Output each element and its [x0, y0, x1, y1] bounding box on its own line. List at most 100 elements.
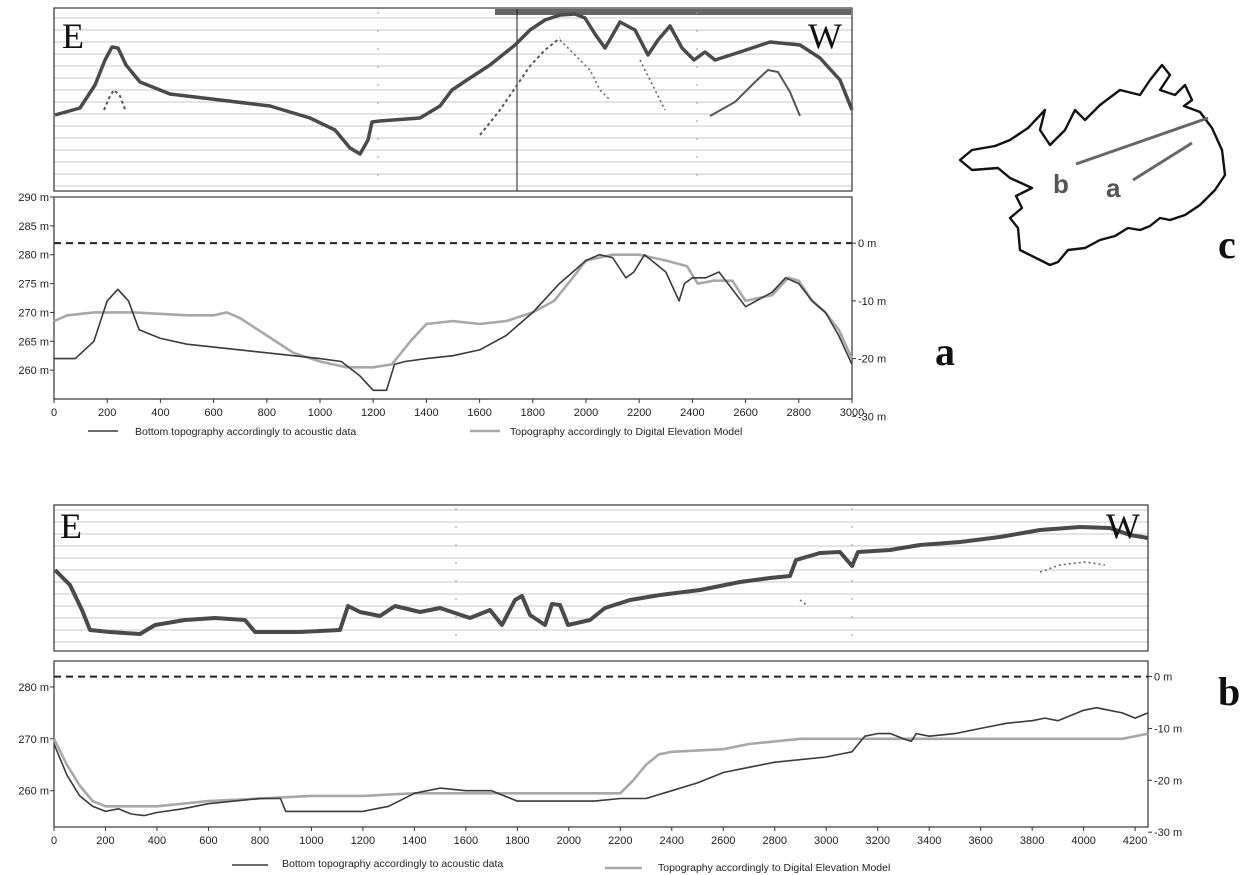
panel-label-a: a [935, 329, 955, 374]
legend-a-dem-label: Topography accordingly to Digital Elevat… [510, 426, 742, 438]
b-xtick-label: 2200 [608, 835, 632, 847]
chart-b-x-axis: 0 200 400 600 800 1000 1200 1400 1600 1800 2000 220… [51, 827, 1147, 847]
chart-b-series-acoustic-line [53, 706, 1149, 817]
a-xtick-label: 2600 [733, 407, 757, 419]
echogram-b: E W [53, 504, 1149, 652]
b-xtick-label: 2000 [557, 835, 581, 847]
b-rtick-label: 0 m [1154, 672, 1172, 684]
a-xtick-label: 600 [204, 407, 222, 419]
echogram-b-secondary-echo-1 [1039, 561, 1106, 573]
panel-label-b: b [1218, 669, 1240, 714]
a-xtick-label: 1400 [414, 407, 438, 419]
a-ytick-label: 280 m [18, 250, 49, 262]
map-label-b: b [1053, 169, 1069, 199]
a-ytick-label: 265 m [18, 336, 49, 348]
b-ytick-label: 270 m [18, 734, 49, 746]
a-xtick-label: 1800 [521, 407, 545, 419]
lake-map: b a [958, 63, 1227, 267]
chart-b: 260 m 270 m 280 m 0 m -10 m -20 m -30 m 0 200 4… [18, 660, 1182, 874]
echogram-b-secondary-echo-2 [799, 599, 809, 607]
b-xtick-label: 2800 [763, 835, 787, 847]
echogram-a: E W [53, 7, 854, 192]
echogram-b-west-label: W [1106, 506, 1140, 546]
legend-a-acoustic-label: Bottom topography accordingly to acousti… [135, 426, 356, 438]
echogram-a-secondary-echo-1 [479, 37, 561, 136]
a-ytick-label: 270 m [18, 307, 49, 319]
b-rtick-label: -10 m [1154, 723, 1182, 735]
b-xtick-label: 400 [148, 835, 166, 847]
map-transect-b [1075, 116, 1209, 166]
b-xtick-label: 2600 [711, 835, 735, 847]
a-xtick-label: 2800 [787, 407, 811, 419]
a-xtick-label: 2000 [574, 407, 598, 419]
b-xtick-label: 3800 [1020, 835, 1044, 847]
chart-a-x-axis: 0 200 400 600 800 1000 1200 1400 1600 1800 2000 220… [51, 399, 864, 419]
b-xtick-label: 1400 [402, 835, 426, 847]
chart-a-right-axis: 0 m -10 m -20 m -30 m [852, 238, 886, 423]
a-xtick-label: 2200 [627, 407, 651, 419]
map-transect-a [1132, 141, 1193, 182]
b-ytick-label: 260 m [18, 786, 49, 798]
b-xtick-label: 600 [199, 835, 217, 847]
a-ytick-label: 285 m [18, 221, 49, 233]
b-xtick-label: 1800 [505, 835, 529, 847]
echogram-a-bottom-echo [54, 12, 854, 156]
panel-label-c: c [1218, 222, 1236, 267]
a-xtick-label: 2400 [680, 407, 704, 419]
b-xtick-label: 3600 [968, 835, 992, 847]
legend-b-acoustic-label: Bottom topography accordingly to acousti… [282, 858, 503, 870]
chart-a-legend: Bottom topography accordingly to acousti… [88, 426, 742, 438]
echogram-a-west-label: W [808, 16, 842, 56]
b-rtick-label: -20 m [1154, 775, 1182, 787]
echogram-b-east-label: E [60, 506, 82, 546]
echogram-b-bottom-echo [53, 525, 1149, 636]
a-rtick-label: -10 m [858, 296, 886, 308]
echogram-a-frame [53, 7, 853, 192]
b-xtick-label: 3200 [865, 835, 889, 847]
b-xtick-label: 4000 [1071, 835, 1095, 847]
b-xtick-label: 4200 [1123, 835, 1147, 847]
a-xtick-label: 1000 [308, 407, 332, 419]
b-xtick-label: 800 [251, 835, 269, 847]
echogram-a-secondary-echo-3 [709, 68, 801, 117]
echogram-a-secondary-echo-2 [103, 88, 127, 113]
a-xtick-label: 1200 [361, 407, 385, 419]
b-rtick-label: -30 m [1154, 827, 1182, 839]
a-rtick-label: -20 m [858, 354, 886, 366]
a-xtick-label: 400 [151, 407, 169, 419]
a-ytick-label: 290 m [18, 192, 49, 204]
a-xtick-label: 200 [98, 407, 116, 419]
echogram-a-secondary-echo-4 [559, 39, 666, 111]
b-xtick-label: 1000 [299, 835, 323, 847]
chart-b-legend: Bottom topography accordingly to acousti… [232, 858, 890, 874]
map-label-a: a [1106, 173, 1121, 203]
echogram-b-frame [53, 504, 1149, 652]
a-xtick-label: 0 [51, 407, 57, 419]
b-xtick-label: 0 [51, 835, 57, 847]
b-xtick-label: 3400 [917, 835, 941, 847]
chart-a-frame [53, 196, 853, 400]
chart-b-series-dem-line [52, 732, 1149, 808]
echogram-a-east-label: E [62, 16, 84, 56]
b-xtick-label: 1600 [454, 835, 478, 847]
b-ytick-label: 280 m [18, 682, 49, 694]
legend-b-dem-label: Topography accordingly to Digital Elevat… [658, 862, 890, 874]
chart-a-series-acoustic-line [54, 253, 853, 392]
b-xtick-label: 1200 [351, 835, 375, 847]
b-xtick-label: 3000 [814, 835, 838, 847]
echogram-a-surface-band [495, 9, 851, 15]
a-xtick-label: 800 [258, 407, 276, 419]
a-xtick-label: 1600 [467, 407, 491, 419]
chart-b-left-axis: 260 m 270 m 280 m [18, 682, 54, 798]
a-xtick-label: 3000 [840, 407, 864, 419]
chart-a-left-axis: 260 m 265 m 270 m 275 m 280 m 285 m 290 m [18, 192, 54, 377]
a-ytick-label: 275 m [18, 279, 49, 291]
a-rtick-label: -30 m [858, 411, 886, 423]
lake-outline [958, 63, 1227, 267]
b-xtick-label: 2400 [660, 835, 684, 847]
a-rtick-label: 0 m [858, 238, 876, 250]
chart-b-right-axis: 0 m -10 m -20 m -30 m [1148, 672, 1182, 839]
chart-a: 260 m 265 m 270 m 275 m 280 m 285 m 290 m 0 m -… [18, 192, 886, 438]
a-ytick-label: 260 m [18, 365, 49, 377]
